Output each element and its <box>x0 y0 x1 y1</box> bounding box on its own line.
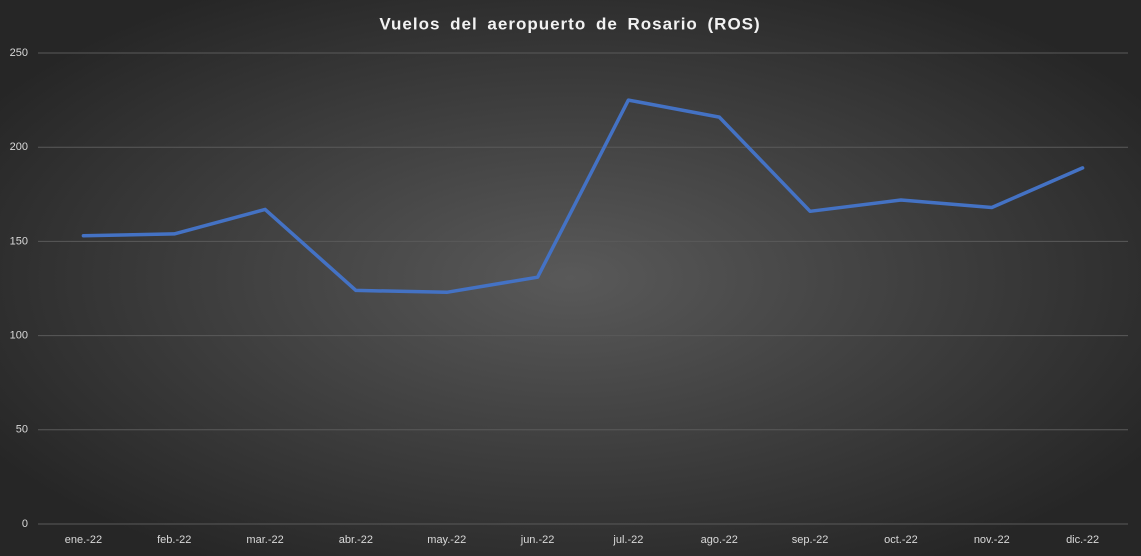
y-tick-label: 0 <box>22 518 28 530</box>
x-tick-label: abr.-22 <box>339 534 373 546</box>
y-tick-label: 100 <box>10 330 28 342</box>
chart-title: Vuelos del aeropuerto de Rosario (ROS) <box>379 14 760 33</box>
y-tick-label: 150 <box>10 235 28 247</box>
x-tick-label: ene.-22 <box>65 534 102 546</box>
x-tick-label: oct.-22 <box>884 534 918 546</box>
x-tick-label: nov.-22 <box>974 534 1010 546</box>
x-tick-label: feb.-22 <box>157 534 191 546</box>
x-tick-label: dic.-22 <box>1066 534 1099 546</box>
line <box>81 98 1085 295</box>
x-tick-label: jun.-22 <box>520 534 555 546</box>
x-tick-label: ago.-22 <box>701 534 738 546</box>
x-tick-label: mar.-22 <box>246 534 283 546</box>
x-tick-label: may.-22 <box>427 534 466 546</box>
x-tick-label: jul.-22 <box>612 534 643 546</box>
y-tick-label: 200 <box>10 141 28 153</box>
y-tick-label: 50 <box>16 424 28 436</box>
y-tick-label: 250 <box>10 47 28 59</box>
x-tick-label: sep.-22 <box>792 534 829 546</box>
